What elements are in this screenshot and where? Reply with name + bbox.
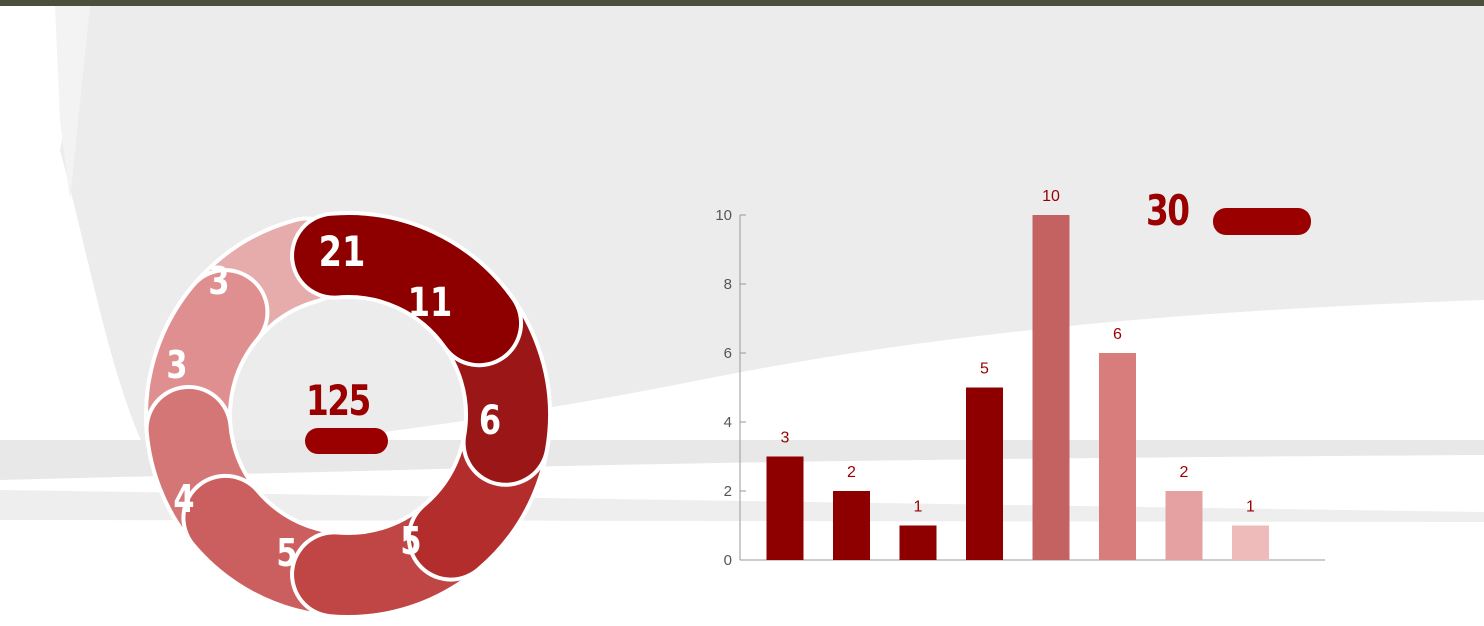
bar-total-pill [1213, 208, 1311, 235]
bar [1165, 491, 1203, 560]
donut-segment-label: 21 [319, 227, 366, 276]
y-tick-label: 2 [724, 483, 732, 500]
bar-value-label: 6 [1113, 326, 1122, 343]
bar-value-label: 3 [781, 430, 790, 447]
bar [1099, 353, 1136, 560]
donut-segment-label: 3 [166, 344, 187, 388]
donut-segment-label: 5 [400, 520, 421, 564]
donut-segment [294, 215, 520, 364]
donut-segment-label: 6 [479, 396, 501, 443]
bar-value-label: 2 [847, 464, 856, 481]
donut-svg: 21 11 6 5 5 4 33 [144, 211, 552, 619]
donut-segment-label: 5 [276, 532, 297, 576]
bar-value-label: 1 [914, 499, 923, 516]
y-tick-label: 0 [724, 552, 732, 569]
bar-total: 30 [1146, 186, 1190, 235]
bar [899, 525, 937, 560]
donut-total: 125 [306, 376, 371, 425]
bar [766, 456, 804, 560]
y-tick-label: 10 [715, 207, 732, 224]
y-tick-label: 4 [724, 414, 732, 431]
y-tick-label: 6 [724, 345, 732, 362]
bar [966, 387, 1003, 560]
bar-value-label: 2 [1180, 464, 1189, 481]
donut-segment-label: 11 [408, 278, 453, 325]
bar-value-label: 1 [1246, 499, 1255, 516]
top-band [0, 0, 1484, 6]
bar-value-label: 10 [1042, 188, 1060, 205]
y-tick-label: 8 [724, 276, 732, 293]
bar [833, 491, 870, 560]
bar-value-label: 5 [980, 361, 989, 378]
bar [1232, 525, 1269, 560]
bar-chart: 0 2 4 6 8 10 3 2 1 5 10 6 2 1 [700, 180, 1340, 590]
donut-segment-label: 3 [208, 260, 229, 304]
donut-chart: 21 11 6 5 5 4 3 3 [120, 190, 580, 620]
bar-svg: 0 2 4 6 8 10 3 2 1 5 10 6 2 1 [715, 188, 1325, 569]
donut-total-pill [305, 428, 388, 454]
bar [1032, 215, 1070, 560]
donut-segment-label: 4 [173, 478, 194, 522]
